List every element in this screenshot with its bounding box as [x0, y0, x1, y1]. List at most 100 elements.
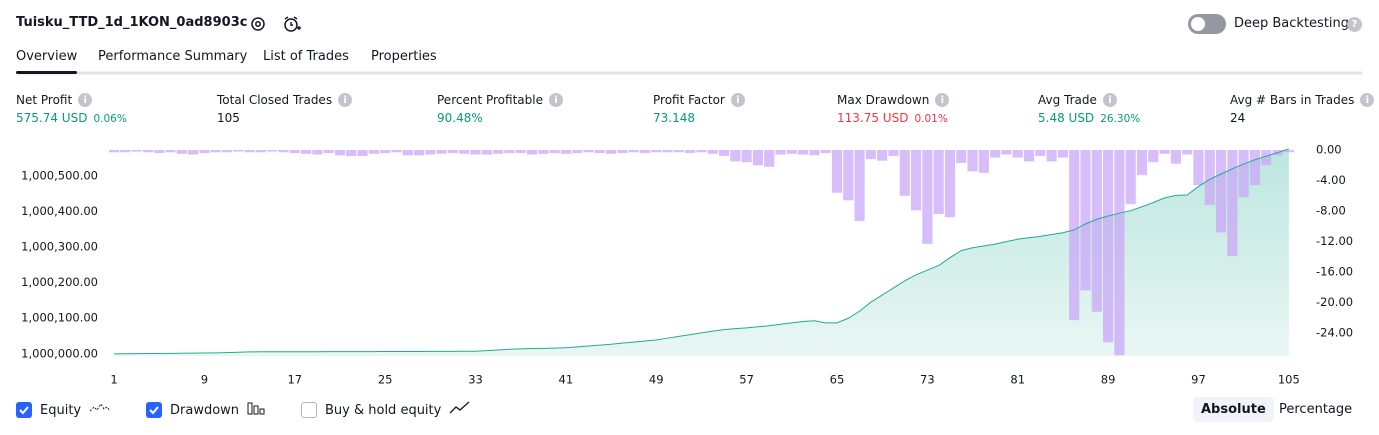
drawdown-bar: [300, 149, 312, 154]
help-icon[interactable]: ?: [1347, 17, 1362, 32]
drawdown-bar: [1249, 149, 1261, 186]
info-icon[interactable]: i: [78, 93, 93, 107]
y2-tick-label: -12.00: [1316, 234, 1353, 248]
drawdown-bar: [990, 149, 1001, 158]
drawdown-bar: [142, 149, 154, 153]
y2-tick-label: 0.00: [1316, 142, 1342, 156]
drawdown-bar: [402, 149, 413, 156]
drawdown-bar: [1227, 149, 1238, 257]
drawdown-bar: [741, 149, 752, 163]
x-tick-label: 105: [1278, 373, 1300, 387]
scale-button[interactable]: Absolute: [1193, 397, 1274, 422]
drawdown-bar: [730, 149, 741, 162]
x-tick-label: 89: [1101, 373, 1116, 387]
drawdown-bar: [278, 149, 289, 153]
metric-label-text: Avg Trade: [1038, 93, 1097, 107]
metric-value-text: 105: [217, 111, 240, 125]
drawdown-bar: [526, 149, 538, 155]
drawdown-bar: [1080, 149, 1091, 291]
drawdown-bar: [425, 149, 436, 155]
drawdown-bar: [696, 149, 707, 153]
drawdown-bar: [764, 149, 775, 167]
drawdown-bar: [560, 149, 571, 154]
drawdown-bar: [391, 149, 402, 153]
drawdown-bar: [131, 149, 142, 152]
metric-sub: 26.30%: [1100, 113, 1141, 125]
deep-backtesting-toggle[interactable]: [1188, 14, 1226, 34]
info-icon[interactable]: i: [1102, 93, 1117, 107]
drawdown-bar: [504, 149, 515, 154]
metric-label: Total Closed Trades i: [217, 93, 353, 107]
metric-label-text: Profit Factor: [653, 93, 725, 107]
drawdown-bar: [1069, 149, 1080, 321]
drawdown-bar: [1182, 149, 1193, 155]
drawdown-bar: [538, 149, 549, 154]
info-icon[interactable]: i: [548, 93, 563, 107]
checkbox[interactable]: [301, 402, 317, 418]
metric-label-text: Net Profit: [16, 93, 73, 107]
metric-label-text: Avg # Bars in Trades: [1230, 93, 1355, 107]
info-icon[interactable]: i: [935, 93, 950, 107]
settings-icon[interactable]: [249, 15, 267, 33]
drawdown-bar: [1283, 149, 1294, 153]
legend-item[interactable]: Equity: [16, 401, 111, 419]
drawdown-bar: [583, 149, 594, 153]
metric-value-text: 24: [1230, 111, 1246, 125]
x-tick-label: 41: [559, 373, 574, 387]
x-tick-label: 1: [110, 373, 117, 387]
x-tick-label: 9: [201, 373, 208, 387]
checkbox[interactable]: [16, 402, 32, 418]
legend-label: Drawdown: [170, 402, 240, 418]
y-tick-label: 1,000,400.00: [21, 204, 98, 218]
metric-label: Profit Factor i: [653, 93, 745, 107]
drawdown-bar: [933, 149, 944, 215]
drawdown-bar: [1193, 149, 1204, 186]
drawdown-bar: [1238, 149, 1249, 198]
drawdown-bar: [1012, 149, 1023, 158]
y-tick-label: 1,000,500.00: [21, 168, 98, 182]
legend-item[interactable]: Buy & hold equity: [301, 401, 471, 419]
metric-value-text: 90.48%: [437, 111, 483, 125]
drawdown-bar: [639, 149, 651, 154]
drawdown-bar: [651, 149, 662, 153]
metric-label-text: Total Closed Trades: [217, 93, 333, 107]
x-tick-label: 73: [920, 373, 935, 387]
info-icon[interactable]: i: [1360, 93, 1375, 107]
drawdown-bar: [436, 149, 447, 154]
drawdown-bar: [108, 149, 120, 153]
metric-value: 5.48 USD 26.30%: [1038, 111, 1140, 125]
drawdown-bar: [662, 149, 673, 153]
x-tick-label: 57: [739, 373, 754, 387]
drawdown-bar: [199, 149, 210, 154]
y-tick-label: 1,000,200.00: [21, 275, 98, 289]
checkbox[interactable]: [146, 402, 162, 418]
drawdown-bar: [718, 149, 730, 157]
drawdown-bar: [1091, 149, 1102, 312]
scale-button[interactable]: Percentage: [1279, 402, 1353, 417]
tab[interactable]: Properties: [371, 49, 437, 64]
x-tick-label: 65: [830, 373, 845, 387]
drawdown-bar: [334, 149, 346, 156]
metric-value-text: 5.48 USD: [1038, 111, 1095, 125]
info-icon[interactable]: i: [730, 93, 745, 107]
metric-label: Avg # Bars in Trades i: [1230, 93, 1375, 107]
drawdown-bar: [481, 149, 492, 155]
tab[interactable]: Performance Summary: [98, 49, 248, 64]
info-icon[interactable]: i: [338, 93, 353, 107]
drawdown-bar: [572, 149, 583, 154]
drawdown-bar: [877, 149, 888, 161]
tab[interactable]: List of Trades: [263, 49, 349, 64]
metric-value: 113.75 USD 0.01%: [837, 111, 949, 125]
drawdown-bar: [1215, 149, 1227, 233]
drawdown-bar: [831, 149, 843, 193]
drawdown-bar: [617, 149, 628, 154]
drawdown-bar: [459, 149, 470, 154]
legend-icon: [247, 401, 265, 419]
drawdown-bar: [1103, 149, 1114, 343]
alert-icon[interactable]: [282, 14, 302, 34]
drawdown-bar: [176, 149, 187, 154]
tab[interactable]: Overview: [16, 49, 78, 64]
drawdown-bar: [255, 149, 266, 153]
legend-item[interactable]: Drawdown: [146, 401, 265, 419]
